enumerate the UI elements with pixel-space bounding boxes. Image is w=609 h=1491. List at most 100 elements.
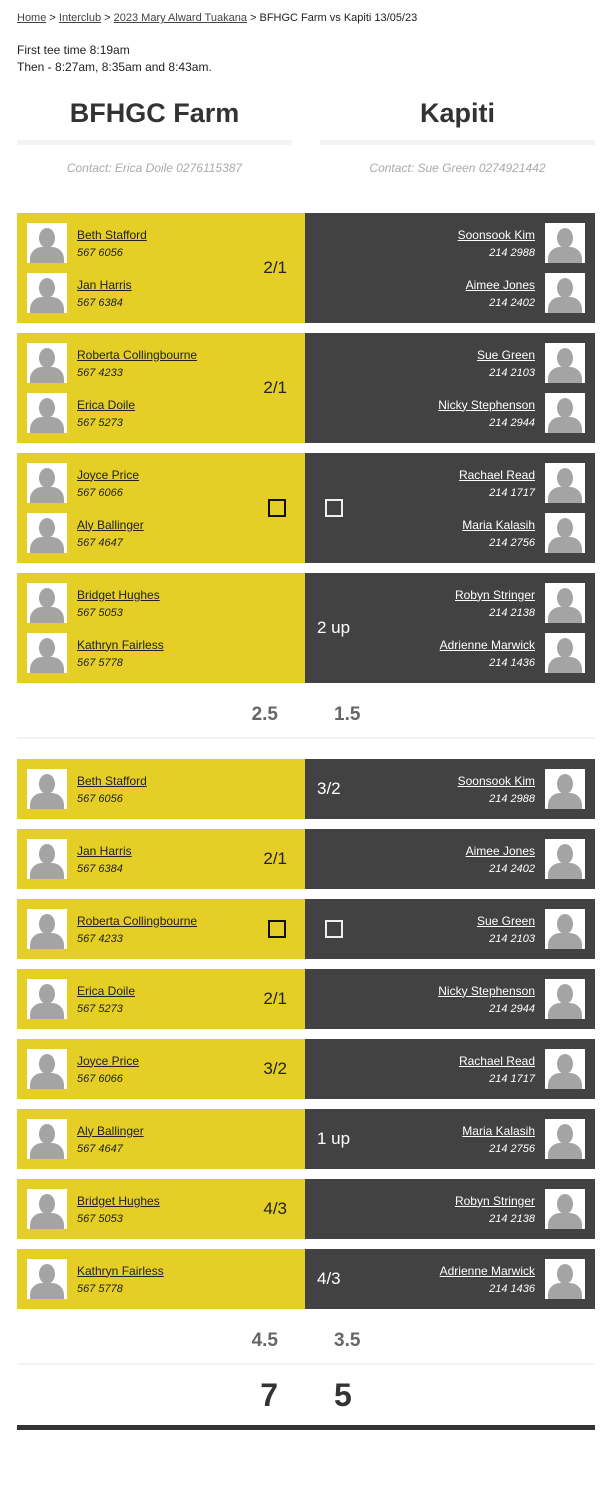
- player-info: Aly Ballinger 567 4647: [77, 518, 144, 549]
- player-name-link[interactable]: Soonsook Kim: [457, 773, 535, 788]
- player-phone: 214 2138: [489, 606, 535, 619]
- player: Maria Kalasih 214 2756: [462, 513, 585, 553]
- player-name-link[interactable]: Erica Doile: [77, 983, 136, 998]
- player-name-link[interactable]: Adrienne Marwick: [439, 637, 535, 652]
- player-name-link[interactable]: Aimee Jones: [465, 843, 535, 858]
- player: Nicky Stephenson 214 2944: [438, 979, 585, 1019]
- player-info: Kathryn Fairless 567 5778: [77, 638, 164, 669]
- player-name-link[interactable]: Roberta Collingbourne: [77, 913, 198, 928]
- breadcrumb-interclub[interactable]: Interclub: [58, 12, 102, 24]
- match-result: 4/3: [317, 1269, 341, 1288]
- player-name-link[interactable]: Sue Green: [476, 913, 535, 928]
- player-name-link[interactable]: Robyn Stringer: [454, 1193, 535, 1208]
- avatar-icon: [27, 839, 67, 879]
- player: Erica Doile 567 5273: [27, 979, 295, 1019]
- player-info: Soonsook Kim 214 2988: [458, 774, 535, 805]
- player-phone: 214 1717: [489, 1072, 535, 1085]
- player-name-link[interactable]: Adrienne Marwick: [439, 1263, 535, 1278]
- home-side: Roberta Collingbourne 567 4233: [17, 899, 305, 959]
- player-phone: 567 6056: [77, 246, 123, 259]
- player-info: Robyn Stringer 214 2138: [455, 588, 535, 619]
- player: Maria Kalasih 214 2756: [462, 1119, 585, 1159]
- match-row: Kathryn Fairless 567 5778 Adrienne Marwick…: [17, 1249, 595, 1309]
- match-result: 2/1: [263, 849, 287, 868]
- home-grand-total: 7: [260, 1376, 278, 1413]
- team-contact: Contact: Erica Doile 0276115387: [66, 161, 243, 175]
- away-side: Nicky Stephenson 214 2944: [305, 969, 595, 1029]
- singles-matches: Beth Stafford 567 6056 Soonsook Kim 214 298…: [17, 759, 595, 1309]
- player-info: Erica Doile 567 5273: [77, 398, 135, 429]
- player-info: Beth Stafford 567 6056: [77, 774, 147, 805]
- player-phone: 214 2756: [489, 1142, 535, 1155]
- avatar-icon: [545, 769, 585, 809]
- team-name: BFHGC Farm: [69, 98, 240, 128]
- player-name-link[interactable]: Bridget Hughes: [77, 1193, 160, 1208]
- player-name-link[interactable]: Kathryn Fairless: [77, 637, 164, 652]
- breadcrumb-competition[interactable]: 2023 Mary Alward Tuakana: [113, 12, 247, 24]
- match-row: Erica Doile 567 5273 2/1 Nicky Stephenson 21…: [17, 969, 595, 1029]
- player-name-link[interactable]: Aimee Jones: [465, 277, 535, 292]
- match-row: Aly Ballinger 567 4647 Maria Kalasih 214 27…: [17, 1109, 595, 1169]
- player-phone: 567 5778: [77, 656, 123, 669]
- away-side: Soonsook Kim 214 2988 3/2: [305, 759, 595, 819]
- avatar-icon: [545, 223, 585, 263]
- divider: [17, 140, 292, 145]
- match-row: Joyce Price 567 6066 Aly Ballinger 567 4647…: [17, 453, 595, 563]
- player-name-link[interactable]: Aly Ballinger: [77, 1123, 144, 1138]
- player-name-link[interactable]: Robyn Stringer: [454, 587, 535, 602]
- avatar-icon: [545, 583, 585, 623]
- player-name-link[interactable]: Jan Harris: [77, 277, 132, 292]
- player-phone: 214 2756: [489, 536, 535, 549]
- home-side: Joyce Price 567 6066 Aly Ballinger 567 4647: [17, 453, 305, 563]
- player-name-link[interactable]: Jan Harris: [77, 843, 132, 858]
- avatar-icon: [27, 343, 67, 383]
- player: Aly Ballinger 567 4647: [27, 513, 295, 553]
- player-phone: 567 5053: [77, 606, 123, 619]
- player-name-link[interactable]: Beth Stafford: [77, 227, 147, 242]
- player: Rachael Read 214 1717: [459, 463, 585, 503]
- halved-checkbox-icon: [325, 499, 343, 517]
- home-side: Erica Doile 567 5273 2/1: [17, 969, 305, 1029]
- player-name-link[interactable]: Bridget Hughes: [77, 587, 160, 602]
- player-name-link[interactable]: Aly Ballinger: [77, 517, 144, 532]
- player-phone: 214 2988: [489, 792, 535, 805]
- player-name-link[interactable]: Maria Kalasih: [462, 1123, 535, 1138]
- player-info: Rachael Read 214 1717: [459, 468, 535, 499]
- avatar-icon: [27, 1259, 67, 1299]
- player-name-link[interactable]: Beth Stafford: [77, 773, 147, 788]
- player: Aly Ballinger 567 4647: [27, 1119, 295, 1159]
- home-side: Jan Harris 567 6384 2/1: [17, 829, 305, 889]
- match-row: Roberta Collingbourne 567 4233 Sue Green 21…: [17, 899, 595, 959]
- player-info: Robyn Stringer 214 2138: [455, 1194, 535, 1225]
- player-phone: 214 1436: [489, 656, 535, 669]
- away-side: Aimee Jones 214 2402: [305, 829, 595, 889]
- player-info: Nicky Stephenson 214 2944: [438, 398, 535, 429]
- player-name-link[interactable]: Joyce Price: [77, 1053, 140, 1068]
- player-name-link[interactable]: Erica Doile: [77, 397, 136, 412]
- player-name-link[interactable]: Maria Kalasih: [462, 517, 535, 532]
- player: Rachael Read 214 1717: [459, 1049, 585, 1089]
- away-side: Sue Green 214 2103: [305, 899, 595, 959]
- player-info: Aimee Jones 214 2402: [466, 844, 535, 875]
- fourball-matches: Beth Stafford 567 6056 Jan Harris 567 6384 2…: [17, 213, 595, 683]
- avatar-icon: [545, 1119, 585, 1159]
- home-total: 2.5: [251, 704, 278, 725]
- player-name-link[interactable]: Joyce Price: [77, 467, 140, 482]
- player-name-link[interactable]: Rachael Read: [458, 1053, 535, 1068]
- player: Adrienne Marwick 214 1436: [440, 1259, 585, 1299]
- avatar-icon: [545, 343, 585, 383]
- player-name-link[interactable]: Nicky Stephenson: [438, 397, 535, 412]
- breadcrumb-home[interactable]: Home: [17, 12, 47, 24]
- player-name-link[interactable]: Roberta Collingbourne: [77, 347, 198, 362]
- avatar-icon: [27, 979, 67, 1019]
- avatar-icon: [27, 223, 67, 263]
- player-name-link[interactable]: Rachael Read: [458, 467, 535, 482]
- player-name-link[interactable]: Nicky Stephenson: [438, 983, 535, 998]
- player: Beth Stafford 567 6056: [27, 223, 295, 263]
- player-name-link[interactable]: Soonsook Kim: [457, 227, 535, 242]
- player-name-link[interactable]: Sue Green: [476, 347, 535, 362]
- home-side: Roberta Collingbourne 567 4233 Erica Doile…: [17, 333, 305, 443]
- player-name-link[interactable]: Kathryn Fairless: [77, 1263, 164, 1278]
- player-info: Beth Stafford 567 6056: [77, 228, 147, 259]
